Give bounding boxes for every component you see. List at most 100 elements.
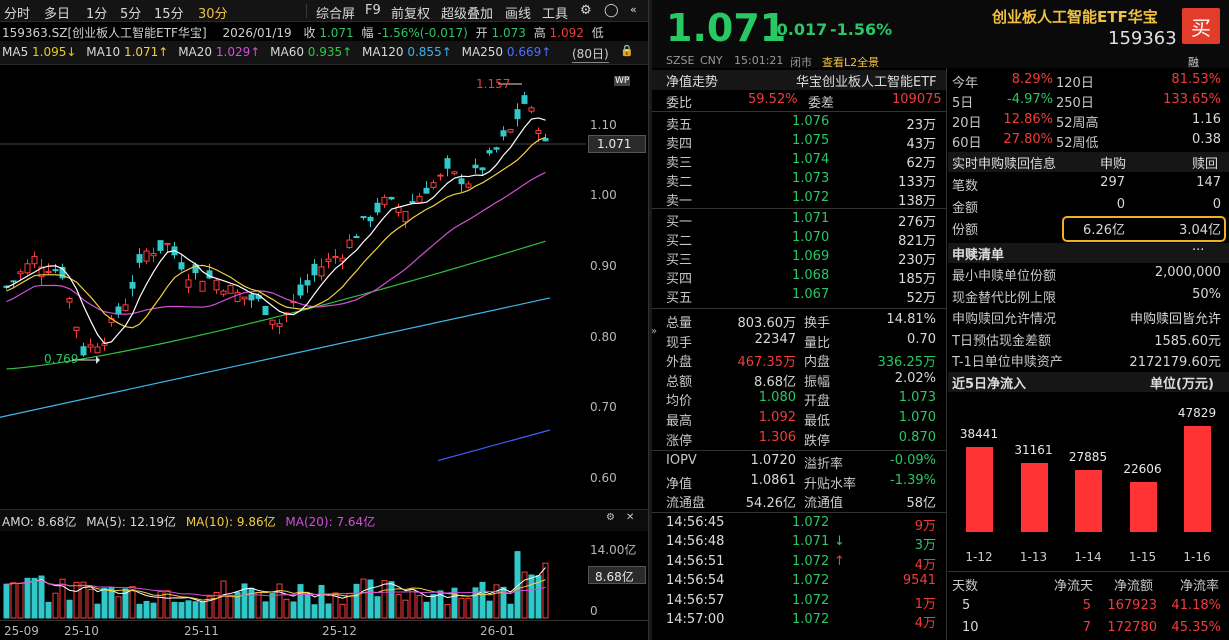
composite-screen-button[interactable]: 综合屏 [316,7,356,22]
volume-bar [318,584,325,619]
perf-value: 81.53% [1171,72,1221,87]
perf-value: 27.80% [1003,132,1053,147]
volume-bar [192,601,199,619]
l2-link[interactable]: 查看L2全景 [822,56,880,69]
close-small-icon[interactable]: ✕ [626,512,635,523]
tab-15min[interactable]: 15分 [154,7,184,22]
ask-level: 卖一 [666,194,693,209]
volume-bar [80,581,87,619]
candle-body [367,216,374,222]
stat-row: 总量 803.60万 换手 14.81% [652,311,946,331]
candle-body [220,290,227,295]
ask-row[interactable]: 卖一 1.072 138万 [652,189,946,209]
bid-row[interactable]: 买一 1.071 276万 [652,210,946,230]
tools-button[interactable]: 工具 [542,7,569,22]
volume-bar [381,580,388,619]
redeem-row: 笔数 297 147 [948,174,1229,194]
bid-row[interactable]: 买三 1.069 230万 [652,248,946,268]
lock-icon[interactable]: 🔒 [620,44,634,57]
stat-label: 开盘 [804,394,831,410]
flow-title: 近5日净流入 [952,377,1027,392]
x-tick: 26-01 [480,624,515,638]
volume-bar [360,578,367,619]
wp-badge: WP [614,76,631,86]
ask-row[interactable]: 卖二 1.073 133万 [652,170,946,190]
draw-line-button[interactable]: 画线 [505,7,532,22]
stat-value: 0.70 [907,331,936,347]
candle-body [262,305,269,316]
buy-button[interactable]: 买 [1182,8,1220,44]
candle-body [94,346,101,354]
ask-row[interactable]: 卖五 1.076 23万 [652,113,946,133]
candle-body [507,129,514,133]
ma5-value: 1.095↓ [32,45,77,59]
trade-volume: 4万 [914,557,936,573]
netflow-bar[interactable] [966,446,993,532]
y-tick: 0.90 [590,259,617,273]
circle-icon[interactable]: ◯ [604,3,619,18]
fund-code: 159363 [1108,28,1177,49]
nav-link[interactable]: 净值走势 [666,75,719,90]
candles [3,91,549,357]
ma-bar: MA5 1.095↓ MA10 1.071↑ MA20 1.029↑ MA60 … [0,41,648,65]
panel-splitter[interactable] [648,0,652,640]
amo-tick: 14.00亿 [590,543,637,557]
tab-1min[interactable]: 1分 [86,7,108,22]
gear-icon[interactable]: ⚙ [580,3,592,18]
close-value: 1.071 [319,26,354,40]
candle-body [185,279,192,288]
stat-value: 1.0861 [750,472,797,488]
amo-ma5: MA(5): 12.19亿 [86,515,176,529]
trade-row: 14:56:57 1.072 1万 [652,592,946,612]
volume-bar [220,580,227,619]
x-tick: 25-10 [64,624,99,638]
bid-level: 买五 [666,291,693,306]
netflow-table-row: 10 7 172780 45.35% [948,619,1229,639]
trade-volume: 9541 [902,573,936,589]
netflow-bar[interactable] [1129,481,1157,532]
stat-value: 0.870 [898,429,936,445]
super-overlay-button[interactable]: 超级叠加 [441,7,494,22]
stat-row: 总额 8.68亿 振幅 2.02% [652,370,946,390]
list-header: 申赎清单 ··· [948,243,1229,263]
bid-row[interactable]: 买四 1.068 185万 [652,267,946,287]
redeem-label: 金额 [952,201,979,216]
settings-small-icon[interactable]: ⚙ [606,512,615,523]
volume-bar [444,604,451,619]
volume-bar [416,595,423,619]
candle-body [465,183,472,188]
tab-multiday[interactable]: 多日 [44,7,71,22]
ask-volume: 23万 [906,118,936,133]
symbol-info: 159363.SZ[创业板人工智能ETF华宝] 2026/01/19 收 1.0… [2,24,604,41]
bid-level: 买一 [666,215,693,230]
perf-label: 20日 [952,116,982,131]
period-selector[interactable]: (80日) [572,47,609,63]
perf-value: -4.97% [1007,92,1053,107]
tab-30min[interactable]: 30分 [198,7,228,22]
ask-price: 1.076 [792,114,830,129]
expand-icon[interactable]: » [651,326,658,337]
list-value: 50% [1192,286,1221,302]
more-button[interactable]: ··· [1192,243,1205,258]
volume-bar [10,582,17,619]
bid-row[interactable]: 买二 1.070 821万 [652,229,946,249]
tab-intraday[interactable]: 分时 [4,7,31,22]
margin-label: 融 [1188,56,1199,69]
ask-row[interactable]: 卖四 1.075 43万 [652,132,946,152]
forward-adjust-button[interactable]: 前复权 [391,7,431,22]
col-rate: 净流率 [1180,579,1220,594]
ask-row[interactable]: 卖三 1.074 62万 [652,151,946,171]
bid-row[interactable]: 买五 1.067 52万 [652,286,946,306]
stat-value: 803.60万 [737,316,797,331]
collapse-icon[interactable]: « [630,3,637,16]
trade-time: 14:56:51 [666,553,725,569]
netflow-bar[interactable] [1184,426,1211,532]
candlestick-chart[interactable] [0,66,648,506]
tab-5min[interactable]: 5分 [120,7,142,22]
netflow-bar[interactable] [1020,462,1048,532]
f9-button[interactable]: F9 [365,3,381,18]
netflow-bar[interactable] [1075,470,1102,532]
volume-bar [38,575,45,619]
redeem-buy-value: 0 [1116,197,1125,212]
flow-unit: 单位(万元) [1150,377,1214,392]
